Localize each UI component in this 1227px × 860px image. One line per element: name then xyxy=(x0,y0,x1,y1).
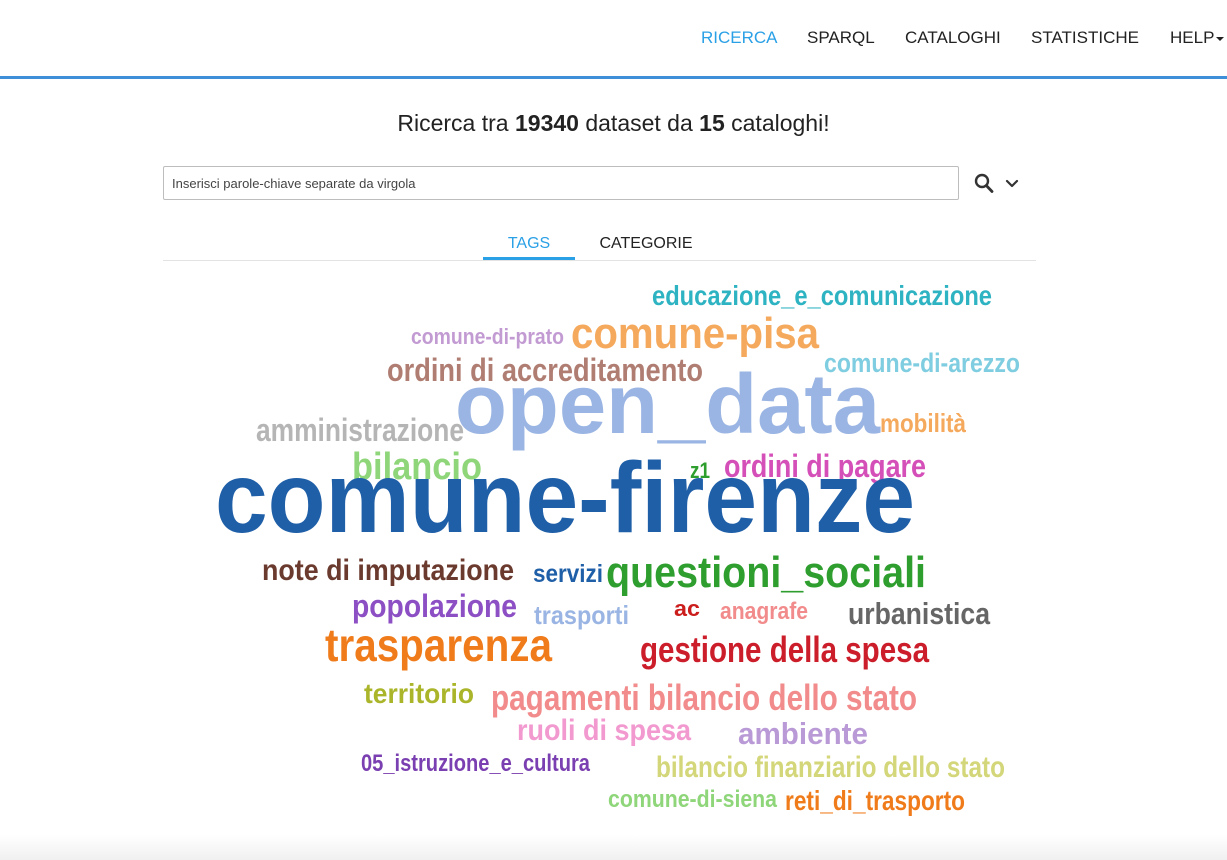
tag-z1[interactable]: z1 xyxy=(690,458,710,483)
tag-trasparenza[interactable]: trasparenza xyxy=(325,619,552,671)
tab-tags[interactable]: TAGS xyxy=(483,235,575,260)
tag-questioni-sociali[interactable]: questioni_sociali xyxy=(606,548,927,597)
dataset-count: 19340 xyxy=(514,110,579,136)
search-input[interactable] xyxy=(163,166,959,200)
top-navbar: RICERCA SPARQL CATALOGHI STATISTICHE HEL… xyxy=(0,0,1227,79)
tag-ac[interactable]: ac xyxy=(674,596,700,621)
tag-popolazione[interactable]: popolazione xyxy=(352,588,518,624)
tag-comune-pisa[interactable]: comune-pisa xyxy=(571,309,819,358)
tag-comune-firenze[interactable]: comune-firenze xyxy=(215,442,915,554)
tag-pagamenti-bilancio-dello-stato[interactable]: pagamenti bilancio dello stato xyxy=(491,677,918,718)
tag-comune-di-arezzo[interactable]: comune-di-arezzo xyxy=(824,348,1020,378)
tag-territorio[interactable]: territorio xyxy=(364,678,475,709)
chevron-down-icon xyxy=(1005,179,1019,188)
catalog-count: 15 xyxy=(699,110,725,136)
nav-cataloghi[interactable]: CATALOGHI xyxy=(905,28,1001,47)
tag-servizi[interactable]: servizi xyxy=(533,560,603,588)
tab-categorie[interactable]: CATEGORIE xyxy=(599,235,693,252)
tag-comune-di-prato[interactable]: comune-di-prato xyxy=(411,324,564,349)
tag-ordini-di-accreditamento[interactable]: ordini di accreditamento xyxy=(387,352,703,388)
headline-prefix: Ricerca tra xyxy=(397,110,515,136)
tag-mobilita[interactable]: mobilità xyxy=(880,408,966,438)
headline-middle: dataset da xyxy=(578,110,700,136)
tag-trasporti[interactable]: trasporti xyxy=(534,600,629,630)
nav-ricerca[interactable]: RICERCA xyxy=(701,28,778,47)
nav-statistiche[interactable]: STATISTICHE xyxy=(1031,28,1139,47)
tag-05-istruzione-e-cultura[interactable]: 05_istruzione_e_cultura xyxy=(361,750,590,777)
nav-help-label: HELP xyxy=(1170,28,1215,47)
tag-educazione-e-comunicazione[interactable]: educazione_e_comunicazione xyxy=(652,280,993,311)
caret-down-icon xyxy=(1216,36,1225,41)
tag-ordini-di-pagare[interactable]: ordini di pagare xyxy=(724,448,927,484)
tag-note-di-imputazione[interactable]: note di imputazione xyxy=(262,554,515,587)
tag-ambiente[interactable]: ambiente xyxy=(738,716,868,751)
tag-urbanistica[interactable]: urbanistica xyxy=(848,596,991,631)
tag-gestione-della-spesa[interactable]: gestione della spesa xyxy=(640,629,930,670)
page-bottom-edge xyxy=(0,835,1227,860)
tag-comune-di-siena[interactable]: comune-di-siena xyxy=(608,786,778,813)
tag-bilancio[interactable]: bilancio xyxy=(352,446,482,488)
page-headline: Ricerca tra 19340 dataset da 15 catalogh… xyxy=(0,110,1227,137)
cloud-tabs: TAGS CATEGORIE xyxy=(163,232,1036,261)
tag-ruoli-di-spesa[interactable]: ruoli di spesa xyxy=(517,714,691,747)
tag-open-data[interactable]: open_data xyxy=(455,357,881,451)
tag-reti-di-trasporto[interactable]: reti_di_trasporto xyxy=(785,785,966,816)
tag-bilancio-finanziario-dello-stato[interactable]: bilancio finanziario dello stato xyxy=(656,751,1005,784)
tag-anagrafe[interactable]: anagrafe xyxy=(720,598,809,625)
tag-amministrazione[interactable]: amministrazione xyxy=(256,412,464,448)
tag-cloud: educazione_e_comunicazione comune-di-pra… xyxy=(150,270,1050,830)
search-icon xyxy=(974,173,994,193)
nav-help-dropdown[interactable]: HELP xyxy=(1170,28,1225,48)
search-button[interactable] xyxy=(974,172,996,196)
nav-sparql[interactable]: SPARQL xyxy=(807,28,875,47)
headline-suffix: cataloghi! xyxy=(724,110,830,136)
advanced-search-toggle[interactable] xyxy=(1004,176,1020,192)
